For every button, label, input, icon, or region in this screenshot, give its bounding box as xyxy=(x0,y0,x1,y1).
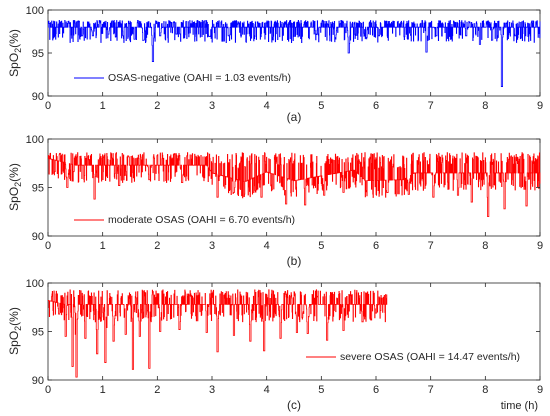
y-axis-label-b-text: SpO xyxy=(7,187,21,211)
x-tick-label: 8 xyxy=(482,384,488,396)
x-tick-label: 1 xyxy=(100,240,106,252)
x-tick-label: 8 xyxy=(482,240,488,252)
y-axis-label-c-text: SpO xyxy=(7,331,21,355)
legend-label-severe-osas: severe OSAS (OAHI = 14.47 events/h) xyxy=(340,351,520,363)
y-axis-label-c: SpO2(%) xyxy=(7,307,23,355)
panel-c: 0 1 2 3 4 5 6 7 8 9 90 95 100 severe OSAS (OAHI = 14… xyxy=(7,278,543,412)
y-tick-label: 95 xyxy=(32,327,44,339)
x-tick-label: 6 xyxy=(373,384,379,396)
tick-layer: 0 1 2 3 4 5 6 7 8 9 90 95 100 xyxy=(26,278,543,396)
x-tick-label: 5 xyxy=(318,384,324,396)
x-tick-label: 4 xyxy=(264,100,270,112)
y-axis-label-b: SpO2(%) xyxy=(7,163,23,211)
legend-box xyxy=(70,70,302,86)
x-tick-label: 2 xyxy=(154,240,160,252)
legend: OSAS-negative (OAHI = 1.03 events/h) xyxy=(70,70,302,86)
x-tick-label: 3 xyxy=(209,100,215,112)
series-layer xyxy=(47,152,541,217)
x-tick-label: 6 xyxy=(373,100,379,112)
x-tick-label: 9 xyxy=(537,240,543,252)
panel-label-a: (a) xyxy=(287,110,302,124)
panel-b: 0 1 2 3 4 5 6 7 8 9 90 95 100 moderate OSAS (OAHI = … xyxy=(7,134,543,268)
legend-label-osas-negative: OSAS-negative (OAHI = 1.03 events/h) xyxy=(108,72,291,84)
y-axis-label-b-subscript: 2 xyxy=(13,182,23,187)
x-tick-label: 9 xyxy=(537,100,543,112)
tick-layer: 0 1 2 3 4 5 6 7 8 9 90 95 100 xyxy=(26,5,543,112)
spo2-series-line xyxy=(47,152,541,217)
y-axis-label-b-unit: (%) xyxy=(7,163,21,182)
panel-a: 0 1 2 3 4 5 6 7 8 9 90 95 100 OSAS-negative (OAHI = … xyxy=(7,5,543,124)
x-tick-label: 1 xyxy=(100,384,106,396)
spo2-series-line xyxy=(47,289,388,378)
legend-box xyxy=(70,212,306,228)
y-axis-label-c-unit: (%) xyxy=(7,307,21,326)
y-tick-label: 100 xyxy=(26,5,44,17)
series-layer xyxy=(47,289,388,378)
x-tick-label: 8 xyxy=(482,100,488,112)
x-tick-label: 7 xyxy=(428,100,434,112)
panel-label-b: (b) xyxy=(287,254,302,268)
spo2-series-line xyxy=(47,19,541,87)
legend-box xyxy=(302,349,538,365)
y-axis-label-a-subscript: 2 xyxy=(13,48,23,53)
series-layer xyxy=(47,19,541,87)
panel-label-c: (c) xyxy=(287,398,301,412)
x-tick-label: 1 xyxy=(100,100,106,112)
tick-layer: 0 1 2 3 4 5 6 7 8 9 90 95 100 xyxy=(26,134,543,252)
legend: severe OSAS (OAHI = 14.47 events/h) xyxy=(302,349,538,365)
x-tick-label: 5 xyxy=(318,240,324,252)
x-tick-label: 4 xyxy=(264,240,270,252)
x-tick-label: 7 xyxy=(428,240,434,252)
y-axis-label-a-unit: (%) xyxy=(7,29,21,48)
y-axis-label-c-subscript: 2 xyxy=(13,326,23,331)
x-tick-label: 6 xyxy=(373,240,379,252)
x-tick-label: 7 xyxy=(428,384,434,396)
x-axis-label-c: time (h) xyxy=(501,400,538,412)
y-tick-label: 100 xyxy=(26,278,44,290)
x-tick-label: 0 xyxy=(45,240,51,252)
x-tick-label: 2 xyxy=(154,100,160,112)
x-tick-label: 0 xyxy=(45,100,51,112)
y-axis-label-a-text: SpO xyxy=(7,53,21,77)
y-tick-label: 90 xyxy=(32,231,44,243)
x-tick-label: 9 xyxy=(537,384,543,396)
y-axis-label-a: SpO2(%) xyxy=(7,29,23,77)
legend-label-moderate-osas: moderate OSAS (OAHI = 6.70 events/h) xyxy=(108,214,295,226)
y-tick-label: 95 xyxy=(32,48,44,60)
x-tick-label: 5 xyxy=(318,100,324,112)
x-tick-label: 2 xyxy=(154,384,160,396)
x-tick-label: 3 xyxy=(209,240,215,252)
y-tick-label: 90 xyxy=(32,91,44,103)
x-tick-label: 3 xyxy=(209,384,215,396)
x-tick-label: 0 xyxy=(45,384,51,396)
legend: moderate OSAS (OAHI = 6.70 events/h) xyxy=(70,212,306,228)
y-tick-label: 90 xyxy=(32,375,44,387)
y-tick-label: 100 xyxy=(26,134,44,146)
y-tick-label: 95 xyxy=(32,183,44,195)
x-tick-label: 4 xyxy=(264,384,270,396)
